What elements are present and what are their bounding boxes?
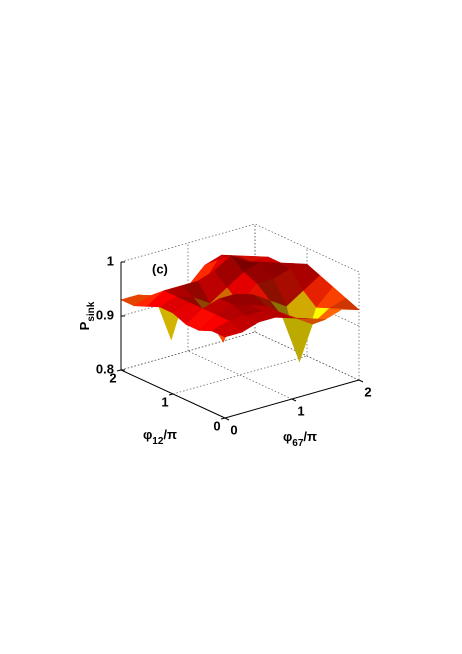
y-tick — [168, 393, 174, 396]
y-label-suffix: /π — [163, 427, 177, 442]
y-tick — [116, 369, 122, 372]
grid-line — [172, 355, 308, 395]
x-tick — [358, 379, 364, 383]
y-tick — [220, 417, 226, 420]
z-tick-label: 0.8 — [96, 361, 114, 376]
z-axis-label: Psink — [77, 301, 96, 330]
grid-line — [187, 350, 293, 400]
x-tick — [224, 417, 230, 421]
x-tick-label: 0 — [230, 422, 237, 437]
y-tick-label: 2 — [109, 370, 116, 385]
y-label-symbol: φ — [143, 427, 152, 442]
z-tick-label: 0.9 — [96, 307, 114, 322]
x-tick-label: 1 — [297, 403, 304, 418]
y-tick-label: 0 — [213, 418, 220, 433]
x-label-subscript: 67 — [292, 438, 304, 449]
x-tick-label: 2 — [364, 384, 371, 399]
x-axis-label: φ67/π — [283, 429, 317, 448]
surface — [120, 254, 360, 363]
x-label-symbol: φ — [283, 429, 292, 444]
x-tick — [291, 398, 297, 402]
y-label-subscript: 12 — [152, 436, 164, 447]
x-label-suffix: /π — [303, 429, 317, 444]
z-label-subscript: sink — [86, 301, 97, 321]
y-tick-label: 1 — [161, 394, 168, 409]
surface-patch — [211, 320, 243, 338]
grid-line — [120, 331, 360, 381]
grid-line — [120, 223, 360, 273]
z-tick-label: 1 — [107, 253, 114, 268]
z-label-symbol: P — [77, 321, 92, 330]
y-axis-label: φ12/π — [143, 427, 177, 446]
annotation: (c) — [152, 261, 168, 276]
